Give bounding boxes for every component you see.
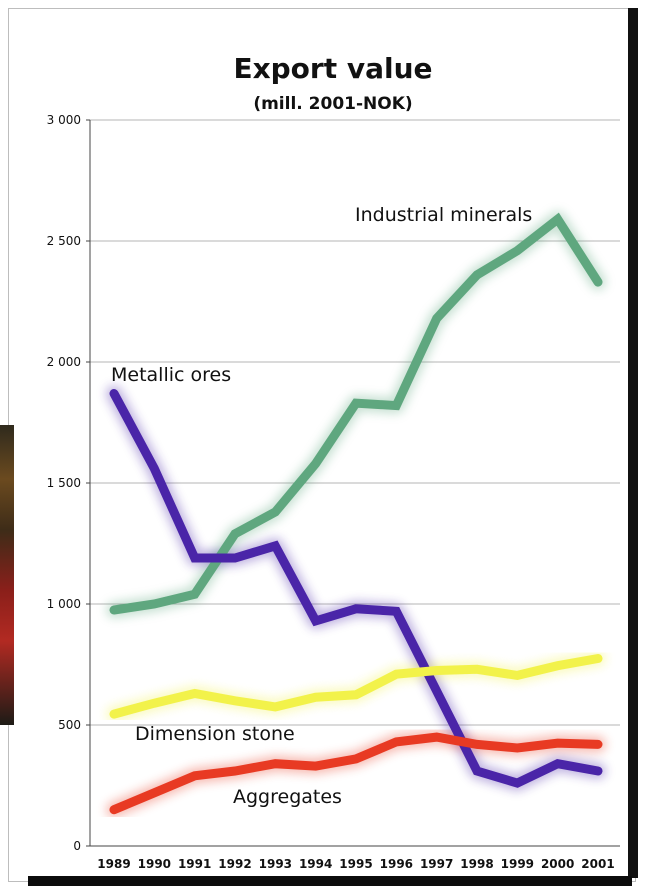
x-tick-label: 1996 — [380, 857, 413, 871]
chart-title: Export value — [233, 52, 432, 85]
chart-subtitle: (mill. 2001-NOK) — [253, 94, 412, 114]
y-tick-label: 3 000 — [47, 113, 81, 127]
x-tick-label: 2000 — [541, 857, 574, 871]
series-label-metallic-ores: Metallic ores — [111, 364, 231, 386]
x-tick-label: 2001 — [581, 857, 614, 871]
x-tick-label: 1998 — [460, 857, 493, 871]
x-tick-label: 1999 — [501, 857, 534, 871]
x-tick-label: 1994 — [299, 857, 332, 871]
y-tick-label: 0 — [73, 839, 81, 853]
series-lines — [109, 212, 603, 815]
x-tick-label: 1992 — [218, 857, 251, 871]
x-tick-label: 1995 — [339, 857, 372, 871]
x-tick-label: 1997 — [420, 857, 453, 871]
series-label-aggregates: Aggregates — [233, 786, 342, 808]
x-tick-label: 1989 — [97, 857, 130, 871]
series-labels: Industrial minerals Metallic ores Dimens… — [111, 204, 532, 808]
series-label-industrial-minerals: Industrial minerals — [355, 204, 532, 226]
page-edge-shadow — [628, 8, 638, 878]
x-tick-label: 1993 — [259, 857, 292, 871]
series-label-dimension-stone: Dimension stone — [135, 723, 295, 745]
x-tick-label: 1991 — [178, 857, 211, 871]
page-edge-shadow-bottom — [28, 876, 632, 886]
y-tick-label: 1 000 — [47, 597, 81, 611]
y-tick-label: 2 000 — [47, 355, 81, 369]
y-tick-label: 500 — [58, 718, 81, 732]
y-tick-label: 2 500 — [47, 234, 81, 248]
series-shadows — [106, 211, 606, 818]
y-tick-label: 1 500 — [47, 476, 81, 490]
x-axis: 1989 1990 1991 1992 1993 1994 1995 1996 1997 1998… — [90, 845, 620, 871]
series-shadow-2 — [106, 650, 606, 723]
x-tick-label: 1990 — [138, 857, 171, 871]
y-axis: 0 500 1 000 1 500 2 000 2 500 3 000 — [47, 113, 91, 853]
background-photo-edge — [0, 425, 14, 725]
